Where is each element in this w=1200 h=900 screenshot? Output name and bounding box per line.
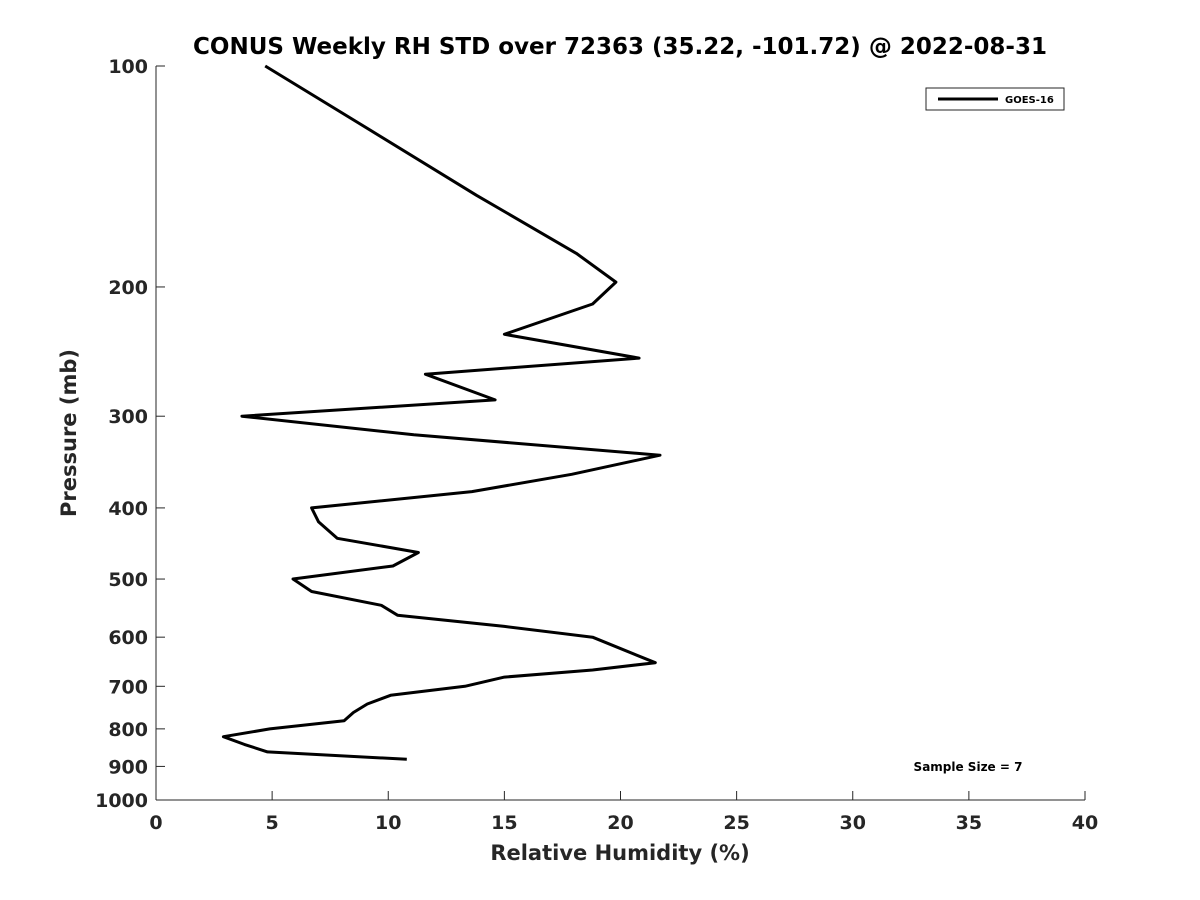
y-tick-label: 300 xyxy=(108,406,148,428)
series-line-goes-16 xyxy=(221,64,662,761)
x-tick-label: 10 xyxy=(375,812,401,834)
y-tick-label: 200 xyxy=(108,277,148,299)
x-tick-label: 30 xyxy=(840,812,866,834)
y-tick-label: 700 xyxy=(108,676,148,698)
x-tick-label: 15 xyxy=(491,812,517,834)
x-axis-label: Relative Humidity (%) xyxy=(490,841,749,865)
x-tick-label: 25 xyxy=(723,812,749,834)
y-axis-label: Pressure (mb) xyxy=(57,349,81,517)
y-tick-label: 900 xyxy=(108,756,148,778)
x-tick-label: 20 xyxy=(607,812,633,834)
sample-size-annotation: Sample Size = 7 xyxy=(914,760,1023,774)
y-tick-label: 500 xyxy=(108,569,148,591)
x-tick-label: 35 xyxy=(956,812,982,834)
y-tick-label: 100 xyxy=(108,56,148,78)
y-tick-label: 600 xyxy=(108,627,148,649)
plot-area: 0 5 10 15 20 25 30 35 40 100 200 300 400 500 600 700 800… xyxy=(95,56,1098,834)
chart-title: CONUS Weekly RH STD over 72363 (35.22, -… xyxy=(193,34,1047,60)
x-tick-label: 5 xyxy=(266,812,279,834)
legend-entry: GOES-16 xyxy=(1005,95,1054,106)
x-tick-label: 40 xyxy=(1072,812,1098,834)
y-tick-label: 400 xyxy=(108,498,148,520)
y-tick-label: 800 xyxy=(108,719,148,741)
y-tick-label: 1000 xyxy=(95,790,148,812)
x-tick-label: 0 xyxy=(149,812,162,834)
legend: GOES-16 xyxy=(925,87,1065,111)
